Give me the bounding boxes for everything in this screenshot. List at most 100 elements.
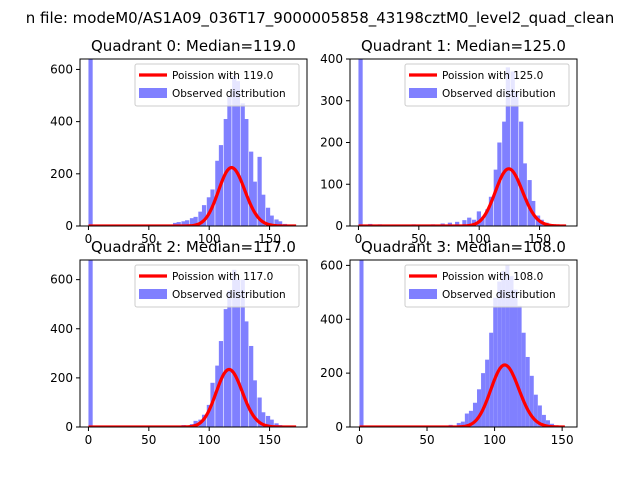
histogram-bar [513, 289, 518, 427]
histogram-bar [480, 216, 485, 226]
y-tick-label: 100 [320, 177, 343, 191]
legend-box [134, 63, 300, 107]
y-tick-label: 600 [50, 62, 73, 76]
legend-patch-swatch [409, 88, 437, 98]
histogram-bar [274, 219, 279, 226]
histogram-bar [521, 332, 526, 427]
legend-patch-swatch [409, 289, 437, 299]
histogram-bar [232, 269, 237, 427]
histogram-bar [359, 260, 364, 427]
histogram-bar [227, 290, 232, 427]
axes-frame [349, 259, 578, 428]
histogram-bar [468, 410, 473, 427]
histogram-bar [278, 221, 283, 226]
x-tick-label: 0 [85, 232, 93, 246]
histogram-bar [505, 67, 510, 226]
histogram-bar [476, 211, 482, 226]
histogram-bar [464, 413, 469, 427]
x-tick-label: 0 [356, 433, 364, 447]
histogram-bar [185, 220, 190, 226]
legend-box [134, 264, 300, 308]
legend: Poission with 125.0 Observed distribution [404, 63, 570, 107]
histogram-bar [181, 221, 186, 226]
legend-box [404, 264, 570, 308]
x-tick-label: 150 [528, 232, 551, 246]
histogram-bar [501, 270, 506, 427]
histogram-bar [257, 397, 262, 427]
histogram-bar [252, 181, 257, 226]
histogram-bar [545, 420, 550, 427]
histogram-bar [527, 180, 532, 226]
subplot-quadrant-0: 0 50 100 150 0 200 400 600 Quadrant 0: Median=11… [50, 37, 308, 246]
histogram-bar [189, 218, 195, 226]
histogram-bar [505, 265, 510, 427]
x-tick-label: 150 [551, 433, 574, 447]
histogram-bar [472, 402, 478, 427]
y-tick-label: 200 [320, 366, 343, 380]
histogram-bar [269, 419, 274, 427]
y-tick-label: 200 [50, 167, 73, 181]
legend-label: Observed distribution [442, 289, 556, 301]
histogram-bar [514, 92, 519, 226]
histogram-bar [257, 156, 262, 226]
subplot-quadrant-3: 0 50 100 150 0 200 400 600 Quadrant 3: Median=10… [320, 238, 578, 447]
histogram-bar [265, 207, 271, 226]
histogram-bar [488, 196, 494, 226]
histogram-bar [481, 373, 486, 427]
x-tick-label: 100 [198, 232, 221, 246]
x-tick-label: 100 [198, 433, 221, 447]
histogram-bar [462, 220, 467, 226]
x-tick-label: 150 [258, 433, 281, 447]
histogram-bar [223, 309, 228, 427]
histogram-bar [261, 412, 266, 427]
subplot-title: Quadrant 1: Median=125.0 [361, 37, 566, 55]
histogram-bar [533, 394, 538, 427]
subplot-title: Quadrant 2: Median=117.0 [91, 238, 296, 256]
x-tick-label: 0 [355, 232, 363, 246]
legend-box [404, 63, 570, 107]
plot-area [88, 260, 297, 427]
histogram-bar [215, 365, 220, 427]
histogram-bar [541, 414, 546, 427]
legend-label: Poission with 117.0 [172, 271, 273, 283]
x-tick-label: 100 [483, 433, 506, 447]
y-tick-label: 0 [335, 219, 343, 233]
x-tick-label: 150 [258, 232, 281, 246]
histogram-bar [493, 169, 498, 226]
histogram-bar [240, 103, 245, 226]
subplot-title: Quadrant 3: Median=108.0 [361, 238, 566, 256]
histogram-bar [456, 422, 461, 427]
y-tick-label: 0 [65, 219, 73, 233]
histogram-bar [265, 415, 271, 427]
histogram-bar [249, 345, 254, 427]
histogram-bar [509, 276, 514, 427]
histogram-bar [455, 221, 460, 226]
histogram-bar [489, 332, 494, 427]
subplot-quadrant-2: 0 50 100 150 0 200 400 600 Quadrant 2: Median=11… [50, 238, 308, 447]
legend-label: Poission with 108.0 [442, 271, 543, 283]
subplot-quadrant-1: 0 50 100 150 0 100 200 300 400 Quadrant 1: Median… [320, 37, 578, 246]
y-tick-label: 200 [50, 371, 73, 385]
histogram-bar [235, 81, 240, 226]
poisson-curve [358, 167, 567, 226]
histogram-bar [274, 423, 279, 427]
x-tick-label: 50 [411, 232, 426, 246]
y-tick-label: 600 [50, 273, 73, 287]
y-tick-label: 200 [320, 136, 343, 150]
histogram-bar [525, 356, 530, 427]
legend-patch-swatch [139, 88, 167, 98]
histogram-bar [252, 380, 257, 427]
legend-label: Observed distribution [172, 289, 286, 301]
histogram-bar [467, 217, 472, 226]
legend-label: Observed distribution [172, 88, 286, 100]
histogram-bar [235, 279, 240, 427]
histogram-bar [198, 211, 203, 226]
histogram-bar [529, 375, 534, 427]
histogram-bar [244, 321, 249, 427]
legend: Poission with 119.0 Observed distribution [134, 63, 300, 107]
histogram-bar [88, 59, 93, 226]
histogram-bar [261, 194, 266, 226]
histogram-bar [460, 421, 465, 427]
y-tick-label: 600 [320, 258, 343, 272]
